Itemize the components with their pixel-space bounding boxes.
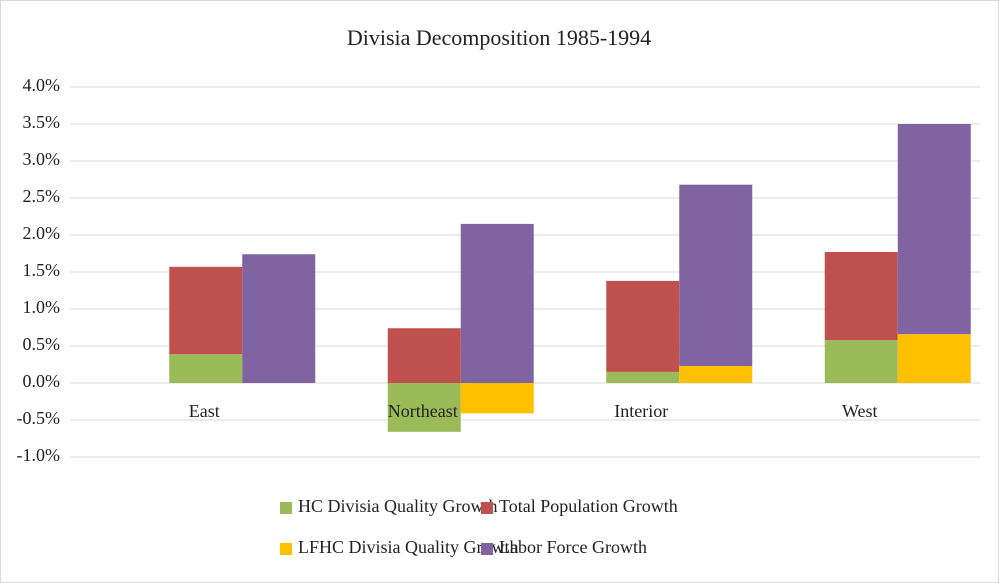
bar xyxy=(897,124,971,335)
y-tick-label: 1.0% xyxy=(23,297,61,317)
x-tick-label: Northeast xyxy=(388,401,458,421)
y-tick-label: 0.0% xyxy=(23,371,61,391)
y-tick-label: 3.0% xyxy=(23,149,61,169)
bar xyxy=(679,365,753,383)
y-tick-label: 1.5% xyxy=(23,260,61,280)
bar xyxy=(897,334,971,383)
bar xyxy=(169,266,243,355)
bar xyxy=(242,254,316,383)
legend-label: Total Population Growth xyxy=(499,496,678,516)
bar xyxy=(606,371,680,383)
legend-swatch xyxy=(280,543,292,555)
legend-label: LFHC Divisia Quality Growth xyxy=(298,537,519,557)
bar xyxy=(460,223,534,383)
bar xyxy=(169,354,243,383)
bar xyxy=(679,184,753,366)
y-tick-label: 0.5% xyxy=(23,334,61,354)
bar xyxy=(824,252,898,341)
bar xyxy=(606,280,680,372)
x-tick-label: Interior xyxy=(614,401,668,421)
chart-title: Divisia Decomposition 1985-1994 xyxy=(347,25,651,50)
legend-label: Labor Force Growth xyxy=(499,537,647,557)
y-tick-label: 3.5% xyxy=(23,112,61,132)
bar xyxy=(387,383,461,432)
bar xyxy=(460,383,534,414)
legend-swatch xyxy=(481,543,493,555)
y-tick-label: 2.5% xyxy=(23,186,61,206)
y-tick-label: -1.0% xyxy=(17,445,61,465)
legend-swatch xyxy=(481,502,493,514)
y-tick-label: 2.0% xyxy=(23,223,61,243)
bar xyxy=(824,340,898,383)
y-tick-label: 4.0% xyxy=(23,75,61,95)
bar xyxy=(387,328,461,383)
x-tick-label: East xyxy=(189,401,220,421)
y-tick-label: -0.5% xyxy=(17,408,61,428)
legend-label: HC Divisia Quality Growth xyxy=(298,496,498,516)
legend-swatch xyxy=(280,502,292,514)
x-tick-label: West xyxy=(842,401,878,421)
